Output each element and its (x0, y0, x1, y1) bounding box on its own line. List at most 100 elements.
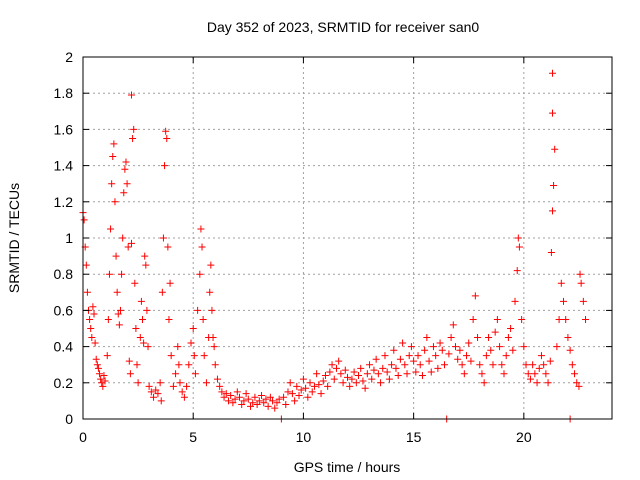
data-point (489, 361, 497, 369)
data-point (105, 270, 113, 278)
data-point (191, 370, 199, 378)
data-point (247, 402, 255, 410)
data-point (130, 125, 138, 133)
data-point (137, 297, 145, 305)
data-point (529, 361, 537, 369)
data-point (363, 370, 371, 378)
data-point (535, 364, 543, 372)
data-point (116, 306, 124, 314)
data-point (123, 180, 131, 188)
data-point (537, 352, 545, 360)
data-point (339, 379, 347, 387)
data-point (189, 325, 197, 332)
data-point (500, 370, 508, 378)
data-point (560, 297, 568, 305)
data-point (165, 315, 173, 323)
data-point (370, 366, 378, 374)
data-point (158, 288, 166, 296)
data-point (144, 343, 152, 351)
data-point (242, 390, 250, 398)
data-point (385, 375, 393, 383)
data-point (502, 352, 510, 360)
data-point (401, 361, 409, 369)
data-point (166, 279, 174, 287)
data-point (273, 399, 281, 407)
data-point (200, 352, 208, 360)
data-point (80, 216, 88, 224)
data-point (90, 310, 98, 318)
data-point (582, 315, 590, 323)
data-point (288, 390, 296, 398)
data-point (229, 399, 237, 407)
data-point (216, 382, 224, 390)
data-point (463, 352, 471, 360)
data-point (299, 375, 307, 383)
data-point (260, 399, 268, 407)
data-point (418, 372, 426, 380)
data-point (423, 334, 431, 342)
data-point (93, 361, 101, 369)
data-point (293, 382, 301, 390)
data-point (405, 352, 413, 360)
data-point (514, 234, 522, 242)
data-point (92, 355, 100, 363)
data-point (238, 401, 246, 409)
data-point (164, 243, 172, 251)
data-point (410, 357, 418, 365)
data-point (568, 361, 576, 369)
data-point (335, 357, 343, 365)
data-point (564, 334, 572, 342)
data-point (526, 375, 534, 383)
data-point (297, 386, 305, 394)
data-point (255, 397, 263, 405)
data-point (566, 346, 574, 354)
data-point (302, 384, 310, 392)
data-point (100, 372, 108, 380)
data-point (520, 343, 528, 351)
data-point (548, 207, 556, 215)
data-point (98, 379, 106, 387)
data-point (113, 288, 121, 296)
data-point (82, 261, 90, 269)
data-point (91, 339, 99, 347)
data-point (114, 310, 122, 318)
data-point (509, 346, 517, 354)
data-point (313, 370, 321, 378)
data-point (249, 399, 257, 407)
data-point (233, 388, 241, 396)
data-point (577, 279, 585, 287)
data-point (209, 334, 217, 342)
data-point (107, 225, 115, 233)
data-point (258, 391, 266, 399)
data-point (284, 388, 292, 396)
data-point (504, 334, 512, 342)
data-point (460, 370, 468, 378)
data-point (231, 395, 239, 403)
data-point (310, 382, 318, 390)
data-point (324, 382, 332, 390)
data-point (557, 279, 565, 287)
data-point (206, 288, 214, 296)
data-point (493, 315, 501, 323)
data-point (394, 372, 402, 380)
data-point (159, 234, 167, 242)
data-point (251, 393, 259, 401)
y-tick-label: 0.8 (54, 266, 74, 282)
data-point (550, 182, 558, 190)
data-point (208, 306, 216, 314)
data-point (546, 357, 554, 365)
data-point (275, 395, 283, 403)
data-point (383, 368, 391, 376)
data-point (176, 379, 184, 387)
x-tick-label: 0 (79, 429, 87, 445)
data-point (381, 352, 389, 360)
data-point (175, 361, 183, 369)
data-point (286, 379, 294, 387)
data-point (445, 350, 453, 358)
data-point (101, 377, 109, 385)
data-point (330, 375, 338, 383)
data-point (524, 370, 532, 378)
data-point (403, 370, 411, 378)
data-point (88, 334, 96, 342)
data-point (571, 370, 579, 378)
